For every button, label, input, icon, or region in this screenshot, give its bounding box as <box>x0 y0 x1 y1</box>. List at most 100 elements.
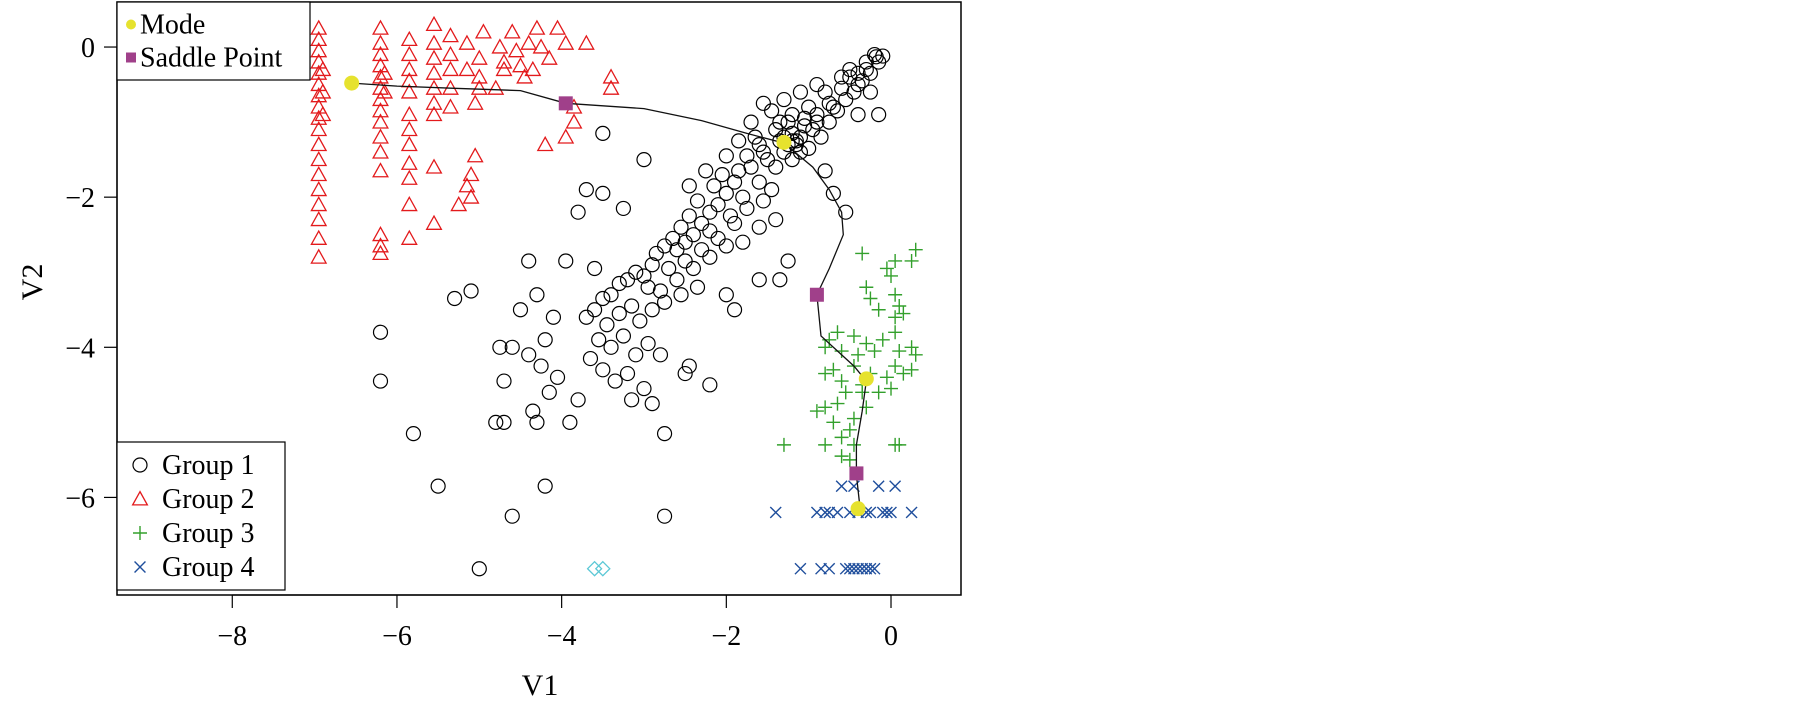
data-point <box>859 280 874 295</box>
data-point <box>591 332 607 348</box>
data-point <box>310 195 328 212</box>
data-point <box>772 272 788 288</box>
data-point <box>892 344 907 359</box>
data-point <box>400 30 418 47</box>
data-point <box>834 374 849 389</box>
data-point <box>562 414 578 430</box>
data-point <box>698 163 714 179</box>
data-point <box>310 42 328 58</box>
data-point <box>310 109 328 125</box>
data-point <box>858 54 874 70</box>
data-point <box>726 215 743 232</box>
legend-label: Saddle Point <box>140 43 283 74</box>
data-point <box>372 143 389 159</box>
data-point <box>503 23 521 39</box>
data-point <box>310 210 328 227</box>
data-point <box>872 480 885 493</box>
data-point <box>425 64 443 80</box>
data-point <box>504 339 520 355</box>
data-point <box>524 60 542 77</box>
data-point <box>310 19 328 35</box>
data-point <box>871 106 887 123</box>
data-point <box>532 38 550 54</box>
data-point <box>809 106 825 123</box>
data-point <box>685 260 701 277</box>
data-point <box>896 306 911 321</box>
data-point <box>458 177 476 193</box>
data-point <box>825 185 841 202</box>
data-point <box>702 249 718 265</box>
data-point <box>462 188 480 204</box>
data-point <box>430 478 446 494</box>
y-tick-label: −2 <box>65 183 95 214</box>
data-point <box>871 385 886 400</box>
data-point <box>892 437 907 452</box>
data-point <box>780 253 796 269</box>
data-point <box>864 506 877 519</box>
data-point <box>905 506 918 519</box>
data-point <box>458 34 476 50</box>
data-point <box>838 204 854 220</box>
data-point <box>549 369 566 385</box>
legend-symbol <box>132 457 148 473</box>
data-point <box>372 113 389 129</box>
saddle-point-marker <box>849 466 864 481</box>
data-point <box>602 68 620 84</box>
data-point <box>586 560 603 577</box>
data-point <box>834 430 849 445</box>
data-point <box>868 562 881 575</box>
data-point <box>855 246 870 261</box>
data-point <box>718 185 734 202</box>
data-point <box>784 125 800 141</box>
data-point <box>681 178 697 194</box>
data-point <box>603 339 619 355</box>
data-point <box>805 122 821 138</box>
data-point <box>372 45 389 62</box>
data-point <box>537 478 553 494</box>
data-point <box>813 129 829 145</box>
data-point <box>867 344 882 359</box>
data-point <box>644 395 660 412</box>
x-axis: −8 −6 −4 −2 0 <box>217 594 898 652</box>
data-point <box>636 380 652 397</box>
data-point <box>755 193 771 209</box>
data-point <box>372 102 389 118</box>
data-point <box>718 238 734 254</box>
data-point <box>823 562 836 575</box>
data-point <box>819 506 832 519</box>
saddle-point-marker <box>558 96 573 111</box>
data-point <box>834 80 850 96</box>
legend-label: Group 1 <box>162 450 255 481</box>
data-point <box>442 45 459 62</box>
data-point <box>726 302 743 318</box>
data-point <box>794 562 807 575</box>
data-point <box>818 366 833 381</box>
data-point <box>718 287 734 303</box>
data-point <box>888 287 903 302</box>
data-point <box>536 135 554 152</box>
data-point <box>780 114 796 130</box>
mode-marker <box>850 501 866 517</box>
data-point <box>858 61 874 78</box>
data-point <box>466 94 484 110</box>
data-point <box>619 365 636 382</box>
data-point <box>474 23 492 39</box>
data-point <box>578 182 594 198</box>
data-point <box>425 158 443 174</box>
y-tick-label: −4 <box>65 333 95 364</box>
data-point <box>521 347 537 363</box>
data-point <box>842 452 857 467</box>
data-point <box>838 91 854 108</box>
data-point <box>889 480 902 493</box>
data-point <box>310 248 328 264</box>
data-point <box>495 53 513 69</box>
legend-box <box>116 441 286 591</box>
data-point <box>896 366 911 381</box>
data-point <box>624 298 640 314</box>
data-point <box>570 204 586 220</box>
data-point <box>372 90 389 107</box>
plot-marks <box>310 15 923 577</box>
data-point <box>565 113 583 129</box>
y-axis-label: V2 <box>16 264 49 301</box>
